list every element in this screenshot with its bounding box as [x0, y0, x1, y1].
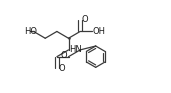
Text: HO: HO	[24, 27, 37, 36]
Text: HN: HN	[69, 45, 82, 54]
Text: O: O	[61, 51, 68, 60]
Text: OH: OH	[93, 27, 106, 36]
Text: O: O	[82, 15, 88, 24]
Text: O: O	[58, 64, 65, 73]
